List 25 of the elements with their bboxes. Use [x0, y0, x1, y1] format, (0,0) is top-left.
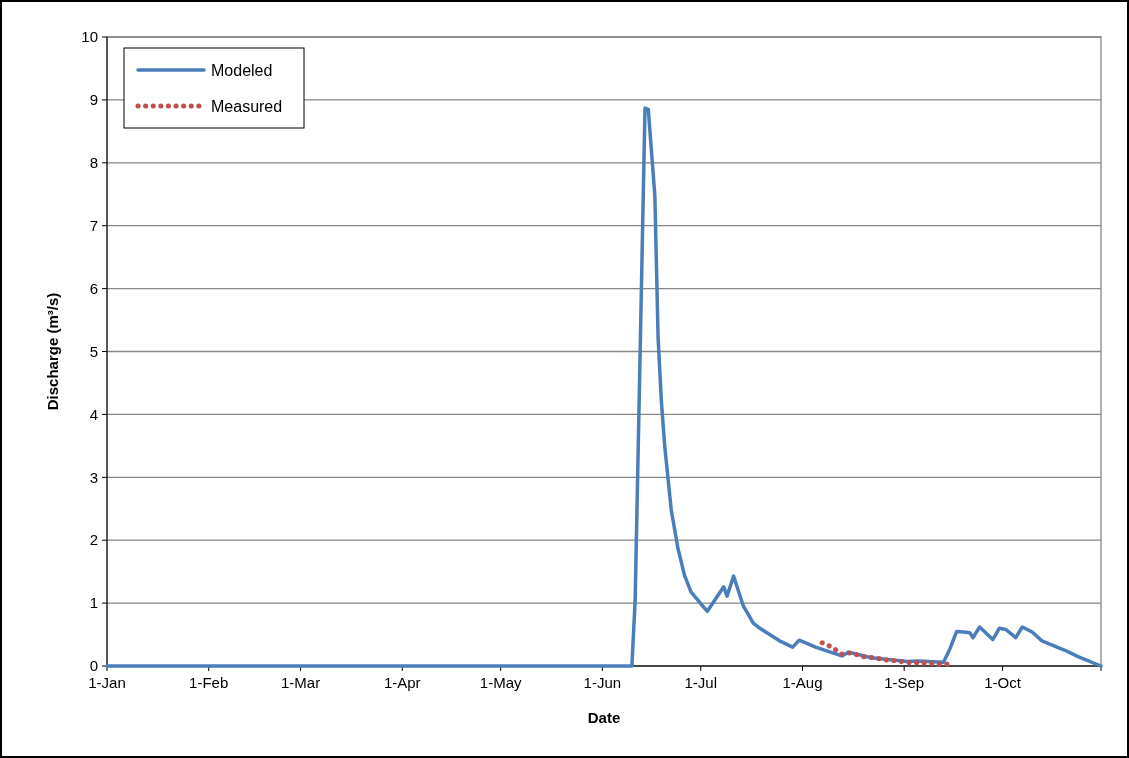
x-tick-label: 1-Oct [984, 674, 1022, 691]
y-tick-label: 4 [89, 405, 98, 423]
y-tick-label: 7 [89, 216, 98, 234]
x-tick-label: 1-Mar [280, 674, 321, 691]
y-tick-label: 2 [89, 531, 98, 549]
legend-label: Modeled [211, 61, 273, 79]
y-tick-label: 8 [89, 154, 98, 172]
y-tick-label: 10 [81, 28, 98, 46]
x-tick-label: 1-Jan [88, 674, 126, 691]
y-tick-label: 3 [89, 468, 98, 486]
y-tick-label: 6 [89, 279, 98, 297]
x-tick-label: 1-May [479, 674, 522, 691]
y-tick-label: 1 [89, 594, 98, 612]
legend-label: Measured [211, 97, 283, 115]
x-tick-label: 1-Jul [684, 674, 718, 691]
x-axis-title: Date [587, 709, 621, 726]
x-tick-label: 1-Apr [383, 674, 421, 691]
y-tick-label: 0 [89, 657, 98, 675]
x-tick-label: 1-Sep [884, 674, 925, 691]
y-axis-title: Discharge (m³/s) [44, 292, 61, 411]
y-tick-label: 9 [89, 91, 98, 109]
x-tick-label: 1-Jun [583, 674, 622, 691]
x-tick-label: 1-Feb [189, 674, 229, 691]
x-tick-label: 1-Aug [782, 674, 823, 691]
y-tick-label: 5 [89, 342, 98, 360]
